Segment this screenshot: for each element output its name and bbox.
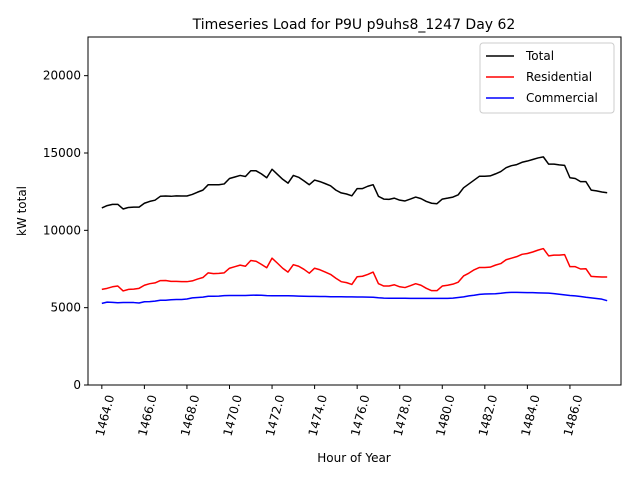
legend-label-residential: Residential xyxy=(526,70,592,84)
x-axis-label: Hour of Year xyxy=(317,451,391,465)
legend-box xyxy=(479,42,615,114)
series-line-commercial xyxy=(101,291,608,305)
series-layer xyxy=(101,156,608,305)
y-tick-label: 15000 xyxy=(43,146,81,160)
y-tick-label: 5000 xyxy=(50,301,81,315)
series-line-residential xyxy=(101,247,608,292)
series-line-total xyxy=(101,156,608,210)
legend: Total Residential Commercial xyxy=(479,42,615,114)
chart-title: Timeseries Load for P9U p9uhs8_1247 Day … xyxy=(192,17,516,33)
y-tick-label: 10000 xyxy=(43,223,81,237)
y-tick-label: 0 xyxy=(73,378,81,392)
legend-label-total: Total xyxy=(525,49,554,63)
plot-frame xyxy=(87,36,622,386)
y-axis: 0 5000 10000 15000 20000 xyxy=(43,69,88,392)
y-tick-label: 20000 xyxy=(43,69,81,83)
y-axis-label: kW total xyxy=(15,186,29,236)
legend-label-commercial: Commercial xyxy=(526,91,598,105)
